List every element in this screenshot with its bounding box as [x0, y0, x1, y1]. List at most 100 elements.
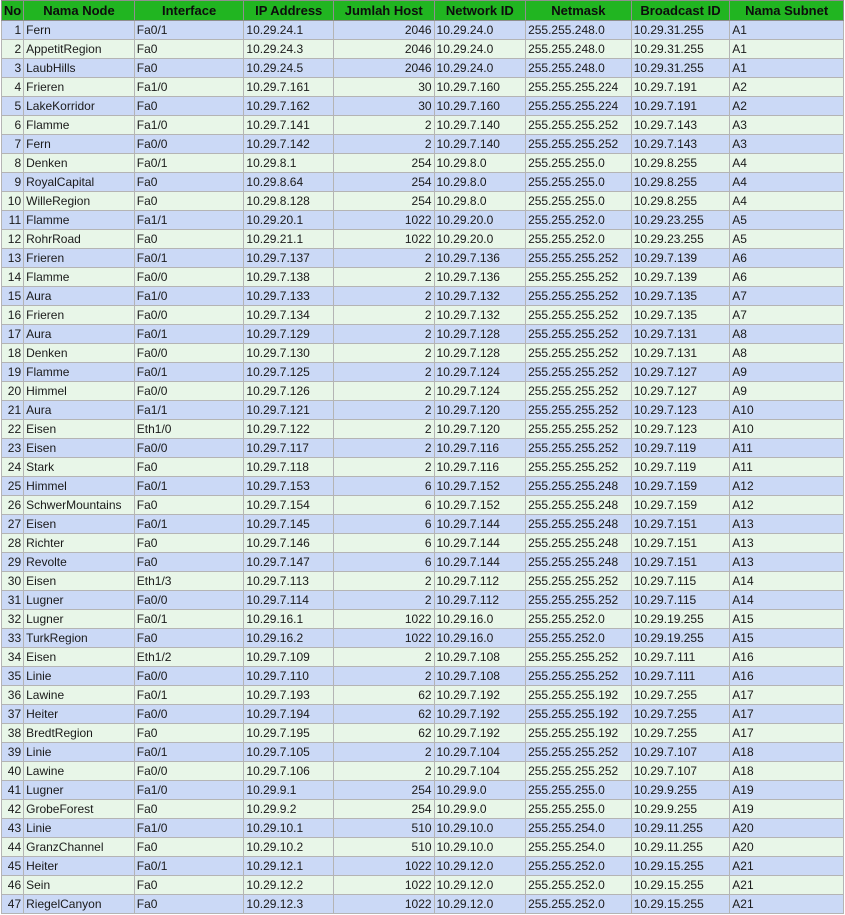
cell-jumlah-host: 30 [332, 77, 435, 97]
table-row: 32 Lugner Fa0/1 10.29.16.1 1022 10.29.16.0 255… [0, 609, 844, 629]
cell-interface: Fa0/0 [133, 704, 245, 724]
cell-netmask: 255.255.255.252 [525, 590, 632, 610]
cell-jumlah-host: 2046 [332, 58, 435, 78]
cell-broadcast-id: 10.29.31.255 [630, 58, 731, 78]
cell-interface: Eth1/0 [133, 419, 245, 439]
table-row: 30 Eisen Eth1/3 10.29.7.113 2 10.29.7.112 255.… [0, 571, 844, 591]
cell-network-id: 10.29.7.144 [433, 552, 527, 572]
cell-interface: Fa0/1 [133, 476, 245, 496]
cell-ip-address: 10.29.7.153 [243, 476, 334, 496]
table-row: 28 Richter Fa0 10.29.7.146 6 10.29.7.144 255.2… [0, 533, 844, 553]
header-interface: Interface [133, 0, 245, 21]
cell-no: 33 [0, 628, 25, 648]
cell-broadcast-id: 10.29.7.159 [630, 495, 731, 515]
cell-nama-node: LaubHills [23, 58, 135, 78]
cell-network-id: 10.29.9.0 [433, 780, 527, 800]
cell-nama-subnet: A14 [729, 571, 844, 591]
cell-netmask: 255.255.255.252 [525, 286, 632, 306]
table-body: 1 Fern Fa0/1 10.29.24.1 2046 10.29.24.0 255.25… [0, 20, 844, 914]
cell-broadcast-id: 10.29.7.119 [630, 438, 731, 458]
cell-network-id: 10.29.24.0 [433, 39, 527, 59]
cell-nama-node: RohrRoad [23, 229, 135, 249]
cell-ip-address: 10.29.16.2 [243, 628, 334, 648]
cell-interface: Fa0 [133, 799, 245, 819]
cell-netmask: 255.255.252.0 [525, 856, 632, 876]
cell-no: 7 [0, 134, 25, 154]
cell-jumlah-host: 6 [332, 552, 435, 572]
cell-jumlah-host: 254 [332, 799, 435, 819]
cell-netmask: 255.255.255.248 [525, 514, 632, 534]
cell-ip-address: 10.29.7.134 [243, 305, 334, 325]
cell-network-id: 10.29.7.192 [433, 685, 527, 705]
cell-nama-node: LakeKorridor [23, 96, 135, 116]
cell-netmask: 255.255.255.192 [525, 723, 632, 743]
cell-jumlah-host: 1022 [332, 609, 435, 629]
cell-jumlah-host: 2 [332, 362, 435, 382]
cell-nama-node: Fern [23, 134, 135, 154]
cell-broadcast-id: 10.29.9.255 [630, 780, 731, 800]
cell-jumlah-host: 2 [332, 457, 435, 477]
cell-no: 14 [0, 267, 25, 287]
cell-no: 5 [0, 96, 25, 116]
cell-nama-node: Revolte [23, 552, 135, 572]
cell-broadcast-id: 10.29.7.111 [630, 666, 731, 686]
cell-netmask: 255.255.255.252 [525, 647, 632, 667]
cell-nama-node: Sein [23, 875, 135, 895]
cell-netmask: 255.255.255.0 [525, 780, 632, 800]
cell-nama-node: Heiter [23, 856, 135, 876]
table-row: 13 Frieren Fa0/1 10.29.7.137 2 10.29.7.136 255… [0, 248, 844, 268]
cell-no: 19 [0, 362, 25, 382]
cell-ip-address: 10.29.8.1 [243, 153, 334, 173]
cell-nama-node: Linie [23, 666, 135, 686]
cell-ip-address: 10.29.24.1 [243, 20, 334, 40]
cell-no: 45 [0, 856, 25, 876]
cell-ip-address: 10.29.7.145 [243, 514, 334, 534]
cell-interface: Fa1/0 [133, 818, 245, 838]
cell-no: 23 [0, 438, 25, 458]
table-row: 10 WilleRegion Fa0 10.29.8.128 254 10.29.8.0 2… [0, 191, 844, 211]
cell-broadcast-id: 10.29.7.151 [630, 514, 731, 534]
table-row: 47 RiegelCanyon Fa0 10.29.12.3 1022 10.29.12.… [0, 894, 844, 914]
cell-no: 37 [0, 704, 25, 724]
cell-netmask: 255.255.255.0 [525, 172, 632, 192]
table-row: 9 RoyalCapital Fa0 10.29.8.64 254 10.29.8.0 25… [0, 172, 844, 192]
cell-network-id: 10.29.12.0 [433, 856, 527, 876]
table-row: 39 Linie Fa0/1 10.29.7.105 2 10.29.7.104 255.2… [0, 742, 844, 762]
cell-broadcast-id: 10.29.7.131 [630, 324, 731, 344]
cell-jumlah-host: 62 [332, 685, 435, 705]
cell-broadcast-id: 10.29.7.107 [630, 742, 731, 762]
table-row: 31 Lugner Fa0/0 10.29.7.114 2 10.29.7.112 255.… [0, 590, 844, 610]
cell-jumlah-host: 1022 [332, 894, 435, 914]
cell-jumlah-host: 2046 [332, 39, 435, 59]
cell-nama-node: Linie [23, 818, 135, 838]
cell-jumlah-host: 2 [332, 400, 435, 420]
cell-no: 6 [0, 115, 25, 135]
table-row: 20 Himmel Fa0/0 10.29.7.126 2 10.29.7.124 255.… [0, 381, 844, 401]
cell-no: 32 [0, 609, 25, 629]
cell-ip-address: 10.29.7.138 [243, 267, 334, 287]
cell-no: 17 [0, 324, 25, 344]
cell-network-id: 10.29.7.108 [433, 647, 527, 667]
cell-nama-subnet: A6 [729, 248, 844, 268]
cell-nama-subnet: A3 [729, 115, 844, 135]
cell-interface: Fa0 [133, 457, 245, 477]
cell-jumlah-host: 510 [332, 818, 435, 838]
cell-network-id: 10.29.7.104 [433, 742, 527, 762]
cell-ip-address: 10.29.7.154 [243, 495, 334, 515]
cell-ip-address: 10.29.7.114 [243, 590, 334, 610]
cell-nama-subnet: A17 [729, 704, 844, 724]
cell-ip-address: 10.29.7.121 [243, 400, 334, 420]
cell-netmask: 255.255.255.0 [525, 799, 632, 819]
cell-ip-address: 10.29.7.110 [243, 666, 334, 686]
cell-no: 15 [0, 286, 25, 306]
cell-interface: Fa0/1 [133, 685, 245, 705]
cell-netmask: 255.255.255.252 [525, 457, 632, 477]
cell-interface: Fa0 [133, 172, 245, 192]
cell-jumlah-host: 62 [332, 704, 435, 724]
cell-interface: Fa0/1 [133, 514, 245, 534]
cell-netmask: 255.255.255.0 [525, 153, 632, 173]
cell-nama-node: Flamme [23, 362, 135, 382]
cell-nama-node: GrobeForest [23, 799, 135, 819]
cell-nama-node: Heiter [23, 704, 135, 724]
